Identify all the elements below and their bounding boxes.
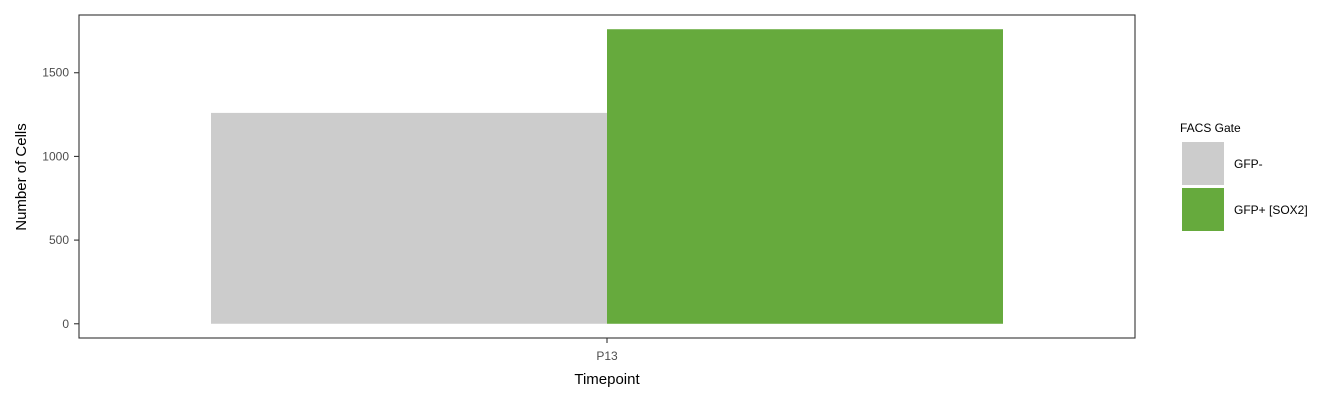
legend: FACS Gate GFP- GFP+ [SOX2] — [1180, 121, 1308, 231]
y-tick-label: 500 — [49, 233, 69, 247]
legend-title: FACS Gate — [1180, 121, 1241, 135]
x-axis: P13 — [596, 338, 618, 363]
bar — [211, 112, 607, 324]
y-axis-title: Number of Cells — [13, 123, 30, 231]
y-tick-label: 1000 — [42, 149, 69, 163]
y-tick-label: 0 — [62, 317, 69, 331]
x-axis-title: Timepoint — [574, 371, 640, 388]
y-tick-label: 1500 — [42, 66, 69, 80]
x-tick-label: P13 — [596, 349, 618, 363]
legend-key — [1182, 188, 1224, 231]
bar — [607, 29, 1003, 324]
bars-group — [211, 29, 1003, 324]
legend-label: GFP+ [SOX2] — [1234, 203, 1308, 217]
legend-key — [1182, 142, 1224, 185]
y-axis: 0 500 1000 1500 — [42, 66, 79, 331]
legend-label: GFP- — [1234, 157, 1263, 171]
